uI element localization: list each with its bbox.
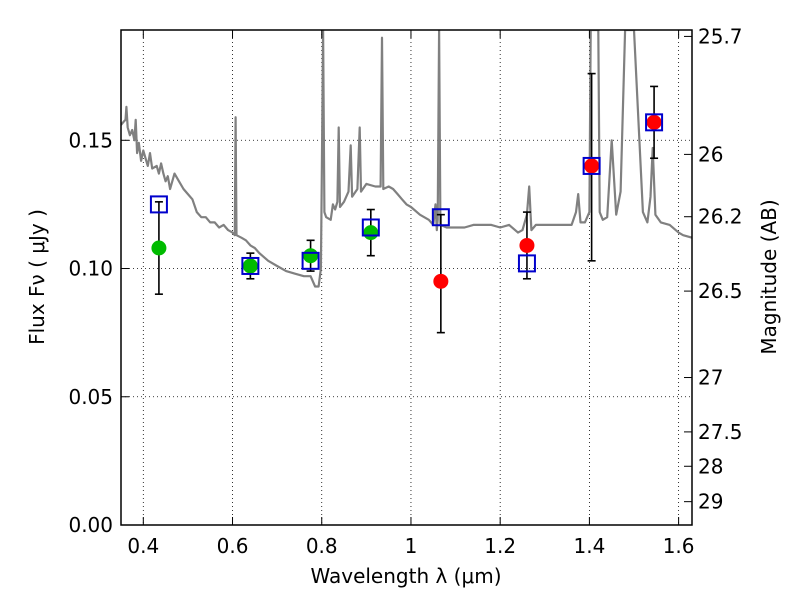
x-tick-label: 1 xyxy=(405,534,418,558)
mag-tick-label: 28 xyxy=(698,454,723,478)
mag-tick-label: 26.2 xyxy=(698,205,743,229)
data-point-observed-green xyxy=(303,248,319,264)
axes: 0.4 0.6 0.8 1 1.2 1.4 1.6 0.00 0.05 0.10 0.15 25.7 2… xyxy=(68,24,742,558)
model-photometry-square xyxy=(241,256,260,275)
y-tick-label: 0.15 xyxy=(68,128,113,152)
model-photometry-square xyxy=(149,195,168,214)
right-axis-label: Magnitude (AB) xyxy=(757,199,781,354)
data-point-observed-red xyxy=(519,237,535,253)
mag-tick-label: 29 xyxy=(698,490,723,514)
y-tick-label: 0.05 xyxy=(68,385,113,409)
y-axis-label: Flux Fν ( μJy ) xyxy=(25,209,49,345)
model-photometry-square xyxy=(517,254,536,273)
data-point-observed-red xyxy=(646,114,662,130)
data-point-observed-red xyxy=(433,273,449,289)
plot-area xyxy=(121,30,692,334)
mag-tick-label: 26.5 xyxy=(698,279,743,303)
model-photometry-square xyxy=(582,156,601,175)
x-axis-label: Wavelength λ (μm) xyxy=(310,564,501,588)
mag-tick-label: 27 xyxy=(698,366,723,390)
data-point-observed-green xyxy=(242,258,258,274)
x-tick-label: 1.4 xyxy=(573,534,605,558)
y-tick-label: 0.10 xyxy=(68,257,113,281)
x-tick-label: 1.2 xyxy=(484,534,516,558)
y-tick-label: 0.00 xyxy=(68,513,113,537)
data-point-observed-green xyxy=(363,225,379,241)
data-point-observed-green xyxy=(151,240,167,256)
x-tick-label: 1.6 xyxy=(663,534,695,558)
x-tick-label: 0.6 xyxy=(217,534,249,558)
mag-tick-label: 25.7 xyxy=(698,24,743,48)
x-tick-label: 0.8 xyxy=(306,534,338,558)
model-photometry-square xyxy=(645,113,664,132)
mag-tick-label: 26 xyxy=(698,142,723,166)
plot-frame xyxy=(120,29,693,526)
spectrum-line xyxy=(121,30,692,288)
grid-lines xyxy=(121,30,692,526)
model-photometry-square xyxy=(361,218,380,237)
x-tick-label: 0.4 xyxy=(127,534,159,558)
model-photometry-square xyxy=(301,251,320,270)
mag-tick-label: 27.5 xyxy=(698,420,743,444)
data-point-observed-red xyxy=(584,158,600,174)
model-photometry-square xyxy=(431,208,450,227)
